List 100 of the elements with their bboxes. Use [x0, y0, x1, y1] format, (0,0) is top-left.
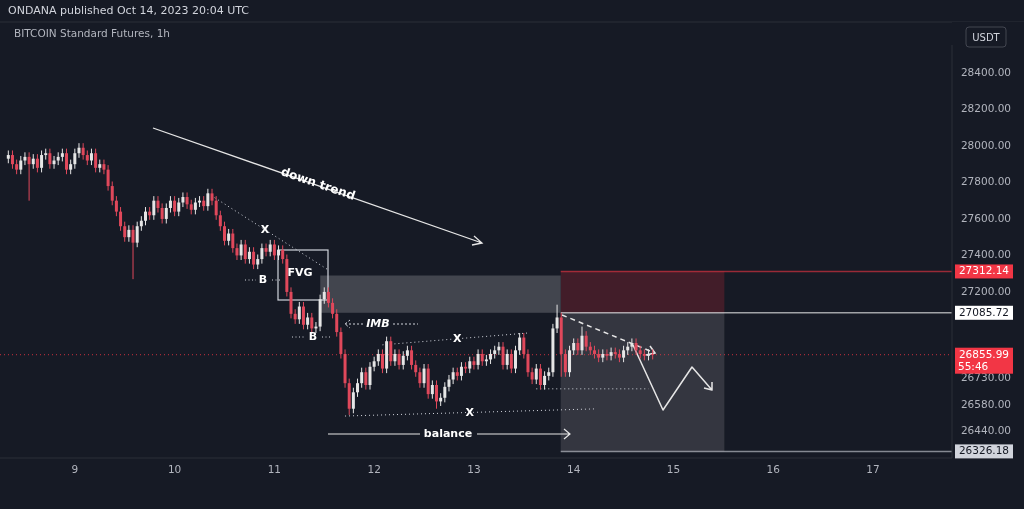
candlestick	[505, 348, 509, 370]
candlestick	[106, 164, 110, 192]
candlestick	[301, 301, 305, 330]
candlestick	[513, 345, 517, 374]
candlestick	[156, 195, 160, 214]
candlestick	[630, 337, 634, 352]
candlestick	[35, 153, 39, 173]
y-tick-label: 28200.00	[960, 102, 1012, 115]
candlestick	[543, 370, 547, 391]
candlestick	[160, 202, 164, 224]
candlestick	[518, 332, 522, 356]
candlestick	[177, 197, 181, 217]
ref-line-label: 26855.99	[958, 347, 1010, 360]
candlestick	[123, 221, 127, 243]
candlestick	[214, 195, 218, 221]
candlestick	[526, 348, 530, 378]
candlestick	[538, 363, 542, 391]
candlestick	[634, 337, 638, 356]
candlestick	[393, 348, 397, 367]
x-tick-label: 14	[567, 463, 581, 475]
candlestick	[651, 348, 655, 360]
candlestick	[264, 243, 268, 257]
candlestick	[397, 348, 401, 370]
ref-line-label: 27085.72	[958, 305, 1010, 318]
x-tick-label: 16	[766, 463, 781, 475]
candlestick	[289, 286, 293, 319]
candlestick	[576, 337, 580, 356]
x-tick-label: 11	[267, 463, 282, 475]
candlestick	[364, 367, 368, 391]
chart-subtitle: ONDANA published Oct 14, 2023 20:04 UTC	[8, 4, 250, 17]
ref-line-label: 27312.14	[958, 264, 1010, 277]
y-axis-title: USDT	[972, 32, 1001, 43]
candlestick	[243, 239, 247, 265]
candlestick	[476, 348, 480, 370]
candlestick	[410, 345, 414, 370]
candlestick	[131, 224, 135, 280]
candlestick	[522, 332, 526, 360]
candlestick	[509, 348, 513, 374]
candlestick	[380, 348, 384, 374]
candlestick	[447, 374, 451, 392]
candlestick	[152, 195, 156, 221]
candlestick	[135, 221, 139, 248]
candlestick	[443, 381, 447, 403]
candlestick	[555, 304, 559, 334]
y-tick-label: 26580.00	[960, 398, 1012, 411]
candlestick	[568, 345, 572, 378]
y-tick-label: 28000.00	[960, 138, 1012, 151]
candlestick	[530, 367, 534, 385]
candlestick	[27, 151, 31, 202]
candlestick	[210, 188, 214, 206]
candlestick	[110, 181, 114, 206]
candlestick	[281, 244, 285, 265]
y-tick-label: 26440.00	[960, 423, 1012, 436]
candlestick	[19, 155, 23, 175]
candlestick	[173, 195, 177, 217]
candlestick	[235, 243, 239, 261]
candlestick	[260, 243, 264, 265]
candlestick	[81, 142, 85, 161]
candlestick	[65, 148, 69, 175]
candlestick	[181, 191, 185, 208]
candlestick	[580, 326, 584, 356]
candlestick	[40, 149, 44, 173]
candlestick	[534, 363, 538, 385]
candlestick	[563, 348, 567, 378]
x-tick-label: 15	[666, 463, 681, 475]
annotation: FVG	[287, 266, 313, 279]
x-tick-label: 9	[71, 463, 79, 475]
candlestick	[231, 228, 235, 254]
y-tick-label: 27800.00	[960, 175, 1012, 188]
y-tick-label: 28400.00	[960, 65, 1012, 78]
candlestick	[422, 363, 426, 389]
candlestick	[77, 142, 81, 159]
candlestick	[501, 341, 505, 370]
candlestick	[435, 379, 439, 410]
x-tick-label: 17	[866, 463, 880, 475]
annotation: X	[465, 405, 475, 419]
x-tick-label: 12	[367, 463, 381, 475]
candlestick	[418, 367, 422, 389]
y-tick-label: 27200.00	[960, 284, 1012, 297]
x-tick-label: 13	[467, 463, 481, 475]
candlestick	[206, 188, 210, 212]
candlestick	[430, 379, 434, 400]
candlestick	[609, 347, 613, 361]
annotation: B	[308, 330, 318, 343]
candlestick	[310, 312, 314, 334]
candlestick	[339, 327, 343, 360]
candlestick	[605, 348, 609, 361]
annotation: X	[453, 332, 463, 346]
y-tick-label: 27400.00	[960, 248, 1012, 261]
candlestick	[472, 356, 476, 370]
candlestick	[114, 195, 118, 217]
candlestick	[297, 301, 301, 325]
candlestick	[144, 206, 147, 226]
annotation: IMB	[366, 317, 390, 330]
y-tick-label: 27600.00	[960, 211, 1012, 224]
candlestick	[222, 221, 226, 246]
candlestick	[102, 159, 106, 175]
candlestick	[360, 367, 364, 389]
candlestick	[10, 149, 14, 170]
candlestick	[372, 356, 376, 372]
